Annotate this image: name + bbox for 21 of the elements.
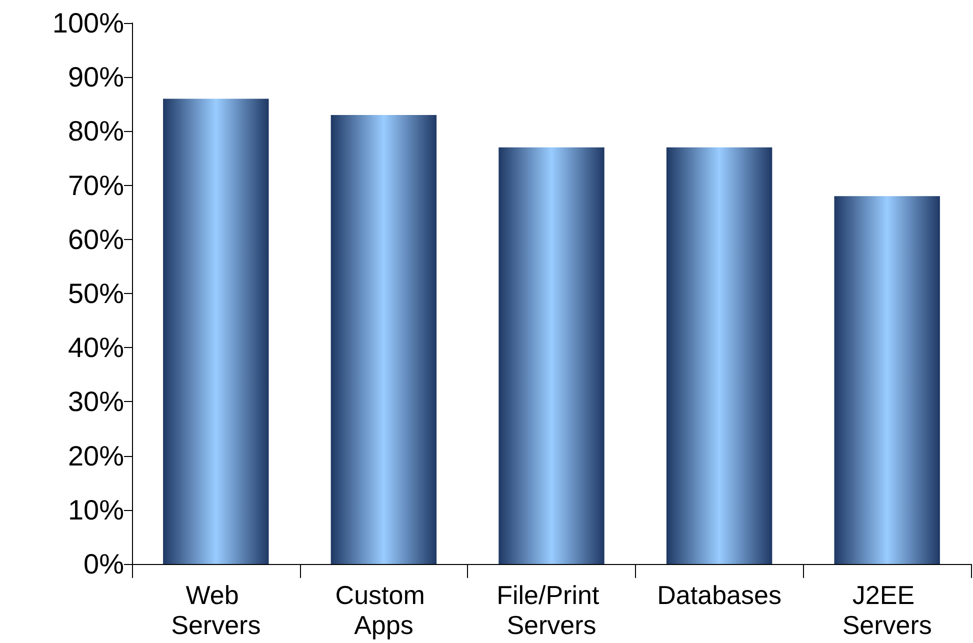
y-tick-label: 40% [68,332,124,364]
x-tick-label: J2EE Servers [842,580,932,640]
bar [834,196,940,564]
x-tick-label: File/Print Servers [496,580,606,640]
y-tick-label: 80% [68,116,124,147]
y-tick-label: 10% [68,494,124,526]
bar [498,147,604,564]
y-tick-label: 0% [84,548,124,580]
y-tick-label: 100% [52,8,124,38]
y-tick-label: 60% [68,224,124,255]
x-tick-label: Custom Apps [335,580,432,640]
bar [666,147,772,564]
x-tick-label: Web Servers [171,580,261,640]
y-tick-label: 50% [68,278,124,309]
y-tick-label: 70% [68,170,124,201]
y-tick-label: 90% [68,62,124,93]
y-tick-label: 20% [68,440,124,472]
bar [330,114,437,564]
y-tick-label: 30% [68,386,124,418]
bar [163,98,269,564]
x-tick-label: Databases [657,580,782,610]
